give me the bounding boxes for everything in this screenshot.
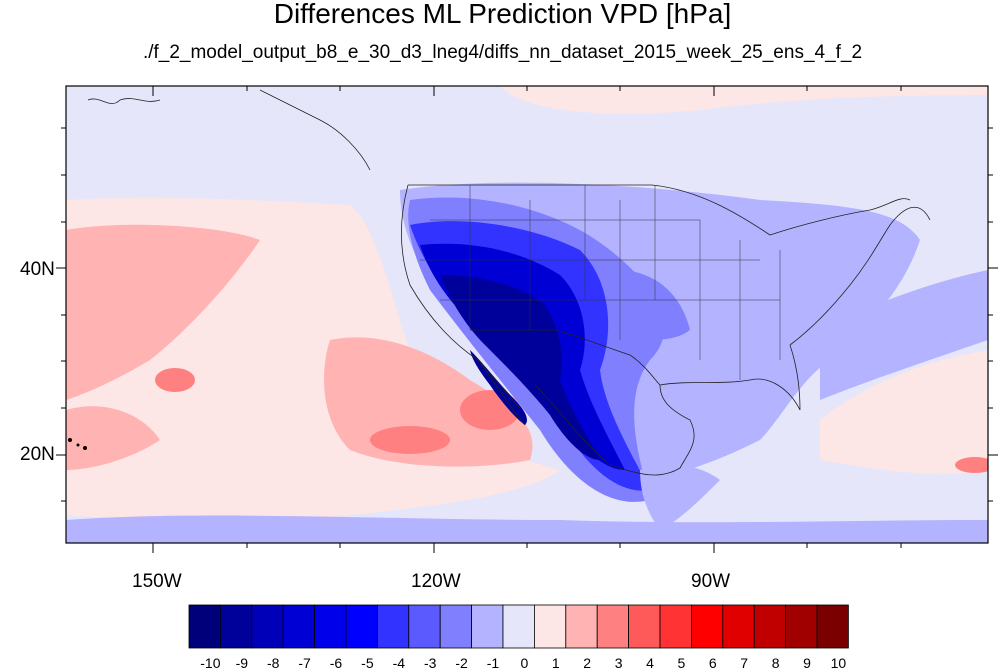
colorbar-label: -7 <box>298 655 311 671</box>
medium-red-blob-hawaii <box>66 406 160 470</box>
state-borders <box>420 185 781 380</box>
lon-tick-label-120w: 120W <box>411 571 461 592</box>
hawaii-islands <box>68 438 87 450</box>
deepest-blue-core <box>440 275 600 460</box>
colorbar <box>188 604 849 649</box>
colorbar-swatch <box>408 604 441 649</box>
colorbar-label: -2 <box>455 655 468 671</box>
lat-tick-label-20n: 20N <box>20 444 55 465</box>
lon-tick-label-150w: 150W <box>132 571 182 592</box>
colorbar-swatch <box>628 604 661 649</box>
colorbar-label: 0 <box>520 655 529 671</box>
colorbar-label: 6 <box>708 655 717 671</box>
colorbar-label: 1 <box>551 655 560 671</box>
light-red-region-atlantic <box>820 350 988 475</box>
colorbar-swatch <box>345 604 378 649</box>
colorbar-label: -3 <box>423 655 437 671</box>
colorbar-swatch <box>691 604 724 649</box>
colorbar-label: -6 <box>329 655 343 671</box>
colorbar-label: -4 <box>392 655 406 671</box>
colorbar-swatch <box>596 604 630 649</box>
colorbar-swatch <box>188 604 221 649</box>
colorbar-swatch <box>502 604 535 649</box>
medium-blue-region-central <box>600 269 690 340</box>
map-subtitle: ./f_2_model_output_b8_e_30_d3_lneg4/diff… <box>142 42 863 63</box>
strong-red-spot <box>955 457 988 473</box>
colorbar-swatch <box>251 604 284 649</box>
strong-red-spot <box>155 368 195 392</box>
colorbar-swatch <box>219 604 253 649</box>
colorbar-label: 4 <box>646 655 654 671</box>
light-red-region-north <box>66 86 988 114</box>
colorbar-label: 2 <box>583 655 592 671</box>
light-blue-region-south <box>66 515 988 543</box>
colorbar-swatch <box>471 604 504 649</box>
map-title: Differences ML Prediction VPD [hPa] <box>273 0 732 29</box>
medium-red-blob-west <box>66 224 260 400</box>
colorbar-label: 5 <box>677 655 686 671</box>
colorbar-label: 9 <box>803 655 811 671</box>
central-america-blue <box>640 464 720 530</box>
colorbar-label: 10 <box>830 655 847 671</box>
colorbar-swatch <box>753 604 787 649</box>
colorbar-label: 3 <box>614 655 623 671</box>
colorbar-swatch <box>534 604 567 649</box>
colorbar-swatch <box>314 604 347 649</box>
strong-red-spot <box>370 426 450 454</box>
light-blue-region-atlantic <box>820 270 988 400</box>
lon-tick-label-90w: 90W <box>691 571 731 592</box>
colorbar-label: -8 <box>266 655 280 671</box>
colorbar-label: 7 <box>740 655 749 671</box>
colorbar-swatch <box>282 604 316 649</box>
lat-tick-label-40n: 40N <box>20 259 55 280</box>
colorbar-swatch <box>376 604 410 649</box>
colorbar-swatch <box>816 604 849 649</box>
colorbar-label: -5 <box>361 655 374 671</box>
colorbar-swatch <box>439 604 473 649</box>
colorbar-swatch <box>785 604 818 649</box>
colorbar-label: 8 <box>771 655 780 671</box>
coastlines <box>87 89 931 476</box>
colorbar-swatch <box>722 604 755 649</box>
colorbar-swatch <box>565 604 598 649</box>
map-field <box>66 86 988 543</box>
colorbar-label: -1 <box>486 655 500 671</box>
colorbar-label: -9 <box>235 655 249 671</box>
colorbar-label: -10 <box>200 655 221 671</box>
colorbar-swatch <box>659 604 692 649</box>
axis-ticks <box>56 86 998 553</box>
